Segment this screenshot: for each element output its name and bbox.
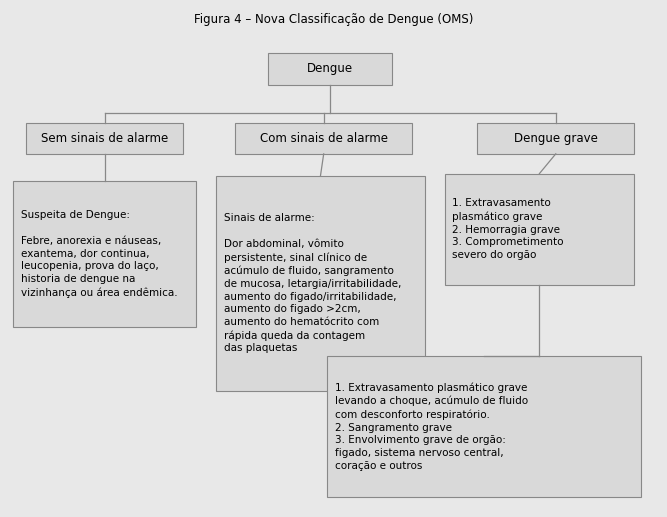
Text: Com sinais de alarme: Com sinais de alarme — [259, 132, 388, 145]
Text: Dengue grave: Dengue grave — [514, 132, 598, 145]
FancyBboxPatch shape — [445, 174, 634, 285]
Text: Sem sinais de alarme: Sem sinais de alarme — [41, 132, 168, 145]
FancyBboxPatch shape — [216, 176, 425, 391]
FancyBboxPatch shape — [26, 123, 183, 154]
Text: 1. Extravasamento plasmático grave
levando a choque, acúmulo de fluido
com desco: 1. Extravasamento plasmático grave levan… — [335, 383, 528, 471]
FancyBboxPatch shape — [478, 123, 634, 154]
Text: Figura 4 – Nova Classificação de Dengue (OMS): Figura 4 – Nova Classificação de Dengue … — [194, 13, 473, 26]
Text: Suspeita de Dengue:

Febre, anorexia e náuseas,
exantema, dor continua,
leucopen: Suspeita de Dengue: Febre, anorexia e ná… — [21, 210, 177, 298]
FancyBboxPatch shape — [13, 181, 196, 327]
FancyBboxPatch shape — [268, 53, 392, 85]
Text: Sinais de alarme:

Dor abdominal, vômito
persistente, sinal clínico de
acúmulo d: Sinais de alarme: Dor abdominal, vômito … — [223, 214, 401, 354]
Text: 1. Extravasamento
plasmático grave
2. Hemorragia grave
3. Comprometimento
severo: 1. Extravasamento plasmático grave 2. He… — [452, 198, 564, 260]
FancyBboxPatch shape — [235, 123, 412, 154]
FancyBboxPatch shape — [327, 356, 641, 497]
Text: Dengue: Dengue — [307, 62, 354, 75]
